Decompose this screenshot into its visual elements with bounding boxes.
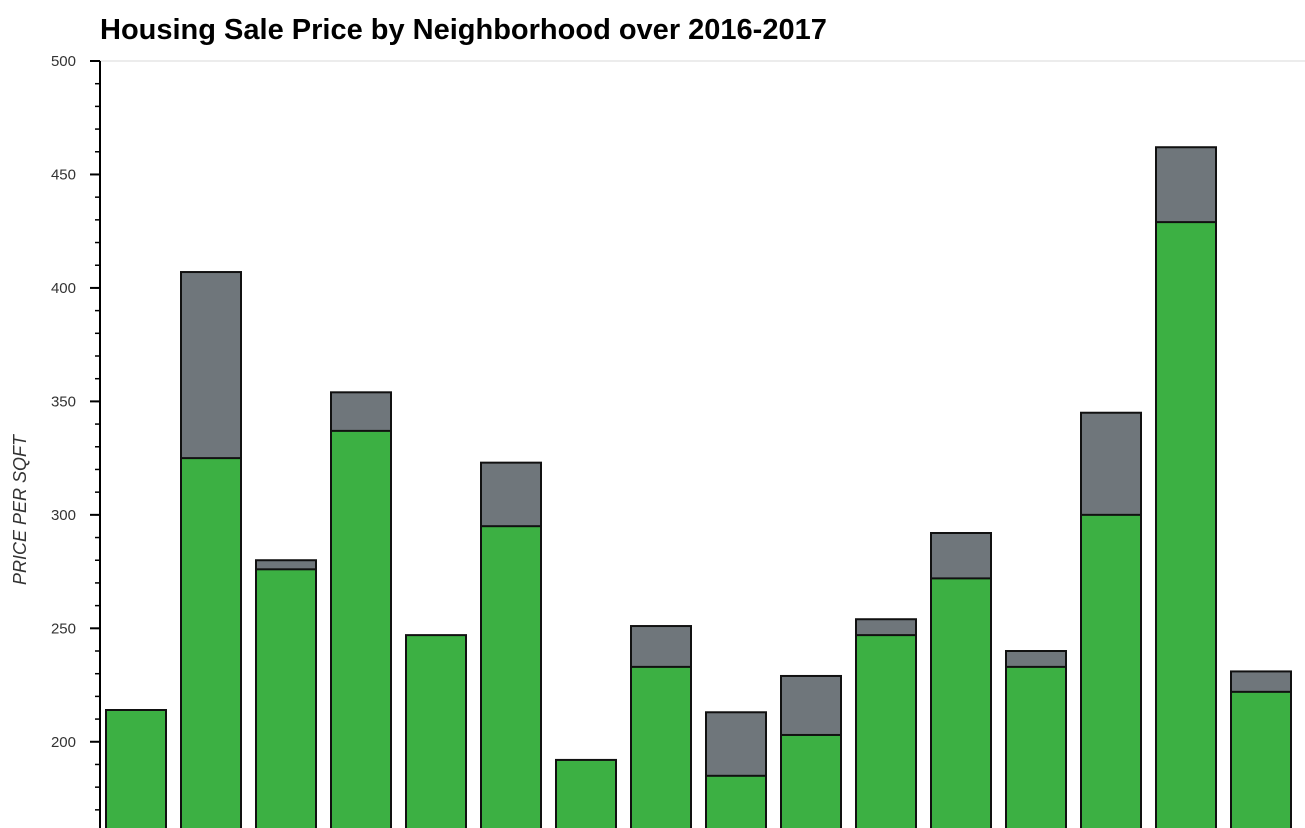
bars-layer (105, 146, 1292, 828)
bar-group (630, 625, 692, 828)
bar-group (330, 391, 392, 828)
y-tick-label: 200 (51, 734, 76, 751)
bar-group (180, 271, 242, 828)
bar-segment-green (1080, 513, 1142, 828)
bar-group (855, 618, 917, 828)
bar-group (1080, 411, 1142, 828)
y-tick-label: 500 (51, 53, 76, 70)
bar-group (930, 532, 992, 828)
chart-title: Housing Sale Price by Neighborhood over … (100, 14, 827, 46)
y-tick-label: 300 (51, 507, 76, 524)
bar-segment-green (480, 525, 542, 828)
bar-segment-green (330, 429, 392, 828)
bar-segment-green (855, 634, 917, 828)
bar-group (780, 674, 842, 828)
bar-segment-green (105, 709, 167, 828)
bar-segment-green (1155, 221, 1217, 828)
y-tick-label: 350 (51, 393, 76, 410)
bar-segment-green (180, 457, 242, 828)
y-tick-label: 250 (51, 620, 76, 637)
y-axis-label: PRICE PER SQFT (10, 433, 30, 585)
bar-group (1005, 650, 1067, 828)
y-tick-label: 450 (51, 166, 76, 183)
bar-group (480, 461, 542, 828)
bar-segment-green (255, 568, 317, 828)
bar-group (555, 758, 617, 828)
bar-group (105, 709, 167, 828)
bar-group (255, 559, 317, 828)
bar-segment-green (1230, 690, 1292, 828)
y-axis: 200 250 300 350 400 450 500 (51, 53, 1305, 828)
bar-segment-green (780, 733, 842, 828)
bar-segment-green (705, 774, 767, 828)
bar-group (1230, 670, 1292, 828)
bar-group (1155, 146, 1217, 828)
bar-group (705, 711, 767, 828)
bar-segment-green (555, 758, 617, 828)
bar-group (405, 634, 467, 828)
y-tick-label: 400 (51, 280, 76, 297)
bar-segment-green (630, 665, 692, 828)
bar-segment-green (930, 577, 992, 828)
bar-segment-green (405, 634, 467, 828)
bar-segment-green (1005, 665, 1067, 828)
